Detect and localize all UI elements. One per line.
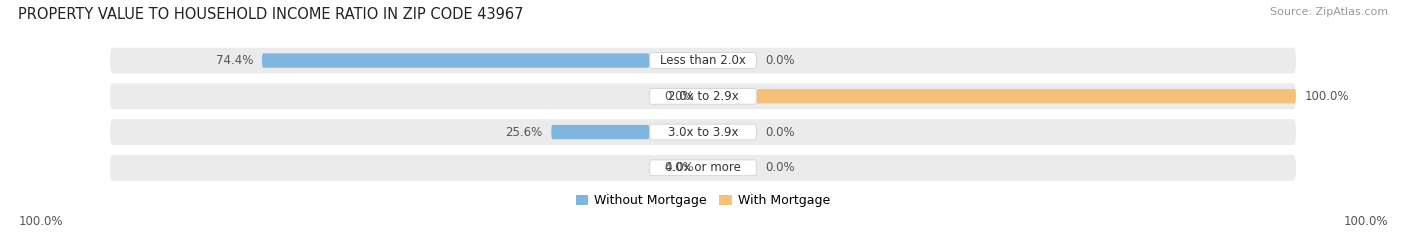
Text: 0.0%: 0.0% — [665, 90, 695, 103]
Text: 100.0%: 100.0% — [18, 215, 63, 228]
Text: 74.4%: 74.4% — [215, 54, 253, 67]
FancyBboxPatch shape — [650, 53, 756, 69]
FancyBboxPatch shape — [262, 53, 650, 68]
Text: 0.0%: 0.0% — [765, 126, 794, 139]
Text: 0.0%: 0.0% — [765, 161, 794, 174]
FancyBboxPatch shape — [650, 88, 756, 104]
FancyBboxPatch shape — [110, 48, 1296, 73]
Text: 3.0x to 3.9x: 3.0x to 3.9x — [668, 126, 738, 139]
Text: 25.6%: 25.6% — [505, 126, 543, 139]
FancyBboxPatch shape — [650, 160, 756, 176]
Text: 0.0%: 0.0% — [765, 54, 794, 67]
Text: 0.0%: 0.0% — [665, 161, 695, 174]
Text: 4.0x or more: 4.0x or more — [665, 161, 741, 174]
Text: Source: ZipAtlas.com: Source: ZipAtlas.com — [1270, 7, 1388, 17]
FancyBboxPatch shape — [110, 83, 1296, 109]
FancyBboxPatch shape — [110, 155, 1296, 181]
Legend: Without Mortgage, With Mortgage: Without Mortgage, With Mortgage — [571, 189, 835, 212]
Text: 100.0%: 100.0% — [1305, 90, 1350, 103]
Text: Less than 2.0x: Less than 2.0x — [659, 54, 747, 67]
Text: 100.0%: 100.0% — [1343, 215, 1388, 228]
FancyBboxPatch shape — [650, 124, 756, 140]
FancyBboxPatch shape — [110, 119, 1296, 145]
FancyBboxPatch shape — [551, 125, 650, 139]
Text: 2.0x to 2.9x: 2.0x to 2.9x — [668, 90, 738, 103]
FancyBboxPatch shape — [756, 89, 1296, 103]
Text: PROPERTY VALUE TO HOUSEHOLD INCOME RATIO IN ZIP CODE 43967: PROPERTY VALUE TO HOUSEHOLD INCOME RATIO… — [18, 7, 524, 22]
